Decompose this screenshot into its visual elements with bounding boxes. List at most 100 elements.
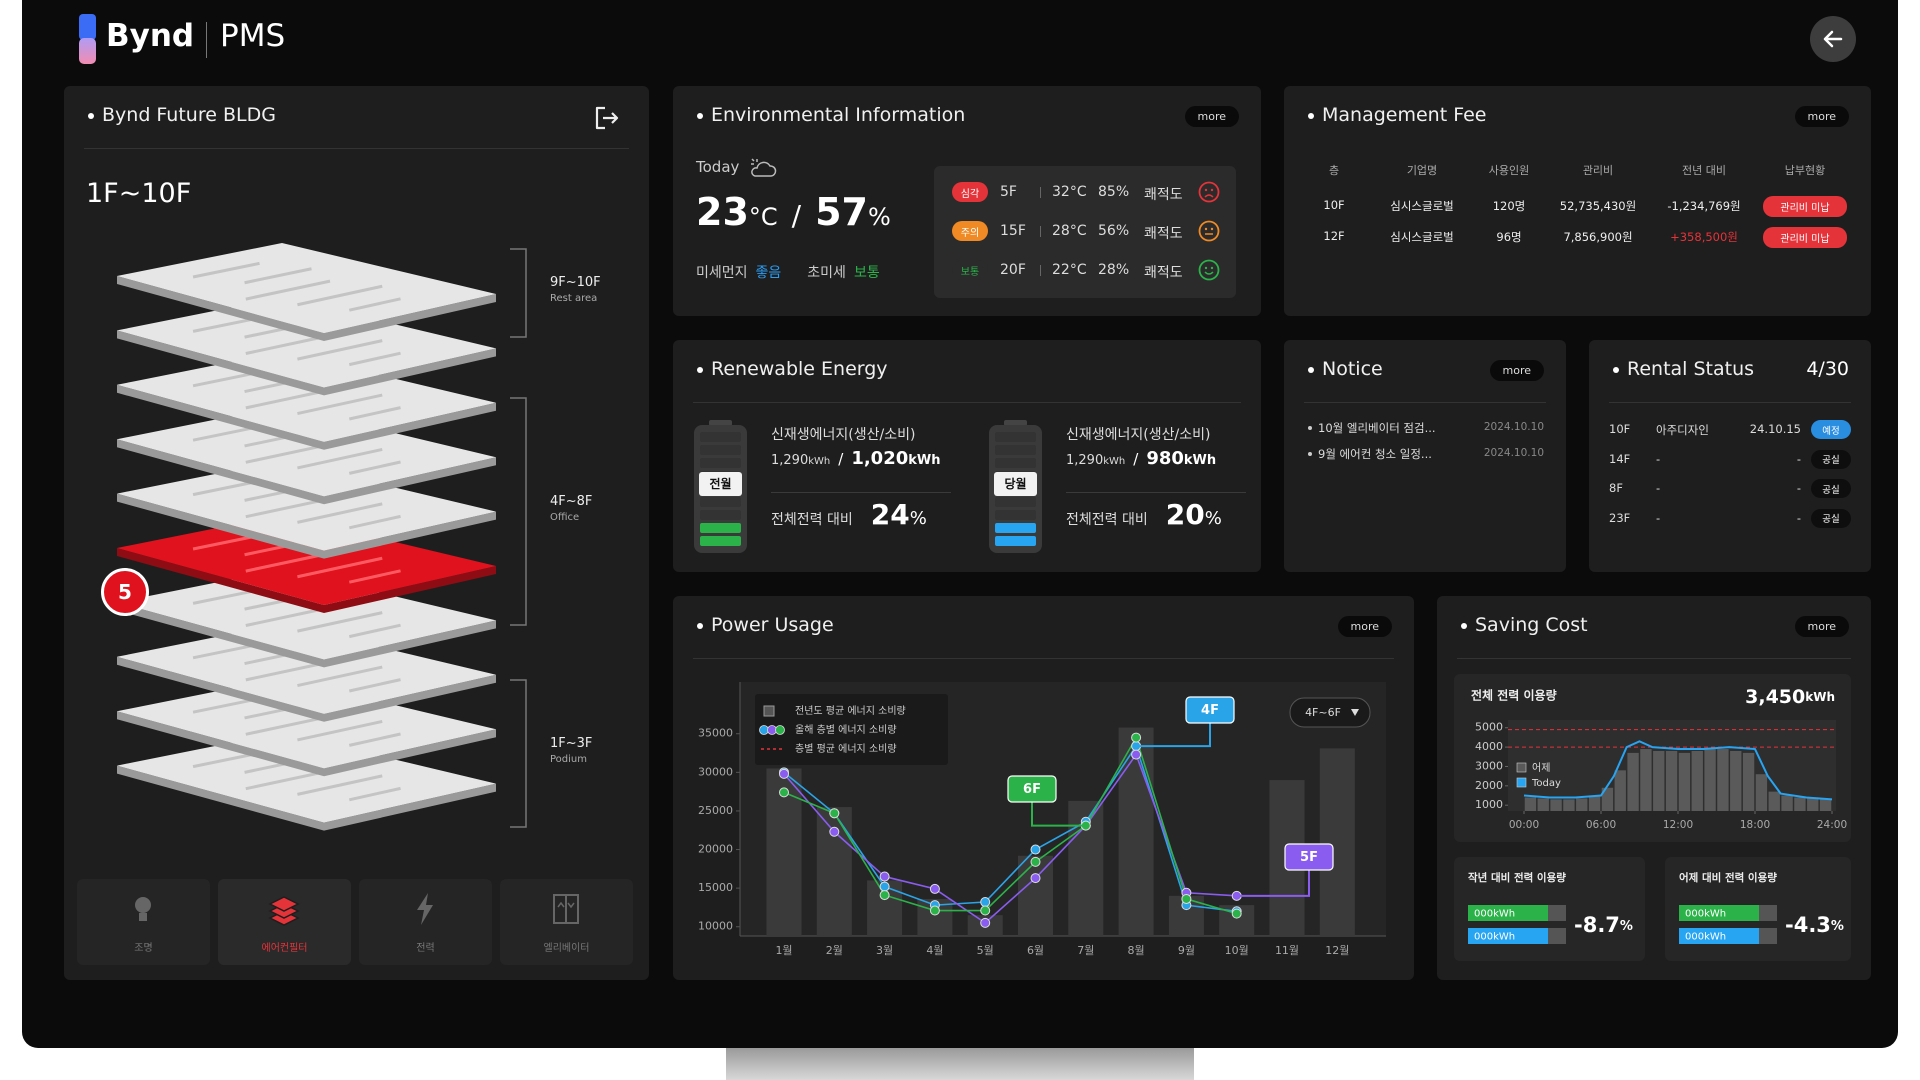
callout	[1284, 843, 1334, 871]
wall	[297, 719, 383, 742]
floor-temperature: 32°C	[1052, 184, 1087, 200]
slab	[117, 623, 496, 714]
unit: kWh	[1183, 453, 1217, 468]
slab	[117, 732, 496, 823]
callout-connector	[1136, 723, 1211, 748]
wall	[297, 774, 383, 796]
bar	[1537, 798, 1549, 811]
tab[interactable]: 조명	[77, 879, 210, 965]
period-badge	[994, 472, 1037, 496]
column-header: 층	[1328, 164, 1340, 177]
cell: 12F	[1323, 229, 1345, 243]
tab[interactable]: 엘리베이터	[500, 879, 633, 965]
share: 20	[1165, 498, 1205, 531]
more-button[interactable]: more	[1794, 106, 1849, 127]
zone-use: Podium	[550, 753, 587, 765]
battery-level	[995, 523, 1036, 533]
slab	[117, 515, 496, 605]
battery-cap	[1004, 420, 1027, 426]
panel-title: Bynd Future BLDG	[102, 104, 276, 126]
rental-status: 공실	[1811, 508, 1851, 528]
notice-text[interactable]: 9월 에어컨 청소 일정...	[1318, 447, 1432, 461]
rental-tenant: 아주디자인	[1656, 423, 1709, 437]
bar	[1678, 752, 1691, 811]
point	[980, 917, 991, 928]
x-tick-label: 9월	[1178, 944, 1195, 957]
cell: 심시스글로벌	[1390, 230, 1454, 244]
more-button[interactable]: more	[1489, 360, 1544, 381]
x-tick-label: 5월	[977, 944, 994, 957]
usage-total: 3,450kWh	[1745, 686, 1835, 708]
battery-level	[700, 523, 741, 533]
notice-text[interactable]: 10월 엘리베이터 점검...	[1318, 421, 1436, 435]
wall	[297, 393, 383, 416]
period-badge	[699, 472, 742, 496]
unit: kWh	[808, 456, 831, 467]
divider	[1457, 658, 1851, 659]
wall	[245, 279, 331, 301]
battery-level	[995, 536, 1036, 546]
environment-panel: Environmental Information more Today 23 °C…	[673, 86, 1261, 316]
dust-row: 미세먼지 좋음 초미세 보통	[696, 262, 880, 282]
column-header: 기업명	[1406, 164, 1438, 177]
cell: 심시스글로벌	[1390, 199, 1454, 213]
bar	[1653, 750, 1665, 811]
wall	[297, 611, 383, 633]
x-tick-label: 3월	[876, 944, 893, 957]
bar	[1588, 795, 1601, 811]
y-tick-label: 35000	[698, 727, 733, 740]
x-tick-label: 1월	[775, 944, 792, 957]
point	[980, 905, 991, 916]
bar	[1018, 855, 1053, 936]
floor-humidity: 56%	[1098, 223, 1130, 239]
exit-icon[interactable]	[592, 104, 620, 132]
floor-climate-box: 심각 5F 32°C 85% 쾌적도 주의 15F 28°C 56% 쾌적도 보통 20F 22°C 28…	[934, 166, 1236, 298]
bullet	[1613, 367, 1619, 373]
floor-humidity: 28%	[1098, 262, 1130, 278]
energy-values: 1,290 kWh/980 kWh	[1066, 448, 1216, 469]
column-header: 납부현황	[1784, 164, 1826, 177]
y-tick-label: 3000	[1475, 759, 1503, 772]
bar	[1550, 799, 1562, 811]
slab	[117, 569, 496, 660]
bar	[1601, 787, 1614, 811]
icon	[557, 901, 575, 909]
period-label: 당월	[1004, 476, 1026, 491]
slab	[117, 351, 496, 442]
back-button[interactable]	[1810, 16, 1856, 62]
column-header: 사용인원	[1488, 164, 1530, 177]
filter-dropdown[interactable]	[1289, 697, 1371, 728]
point	[1131, 749, 1142, 760]
unit: %	[1831, 919, 1844, 934]
more-button[interactable]: more	[1794, 616, 1849, 637]
rental-date: -	[1796, 510, 1801, 525]
bar	[816, 807, 852, 936]
more-button[interactable]: more	[1184, 106, 1239, 127]
share-unit: %	[1204, 508, 1222, 529]
divider	[693, 658, 1394, 659]
building-panel: Bynd Future BLDG 1F~10F 9F~10F Rest area 4…	[64, 86, 649, 980]
x-tick-label: 06:00	[1586, 819, 1616, 831]
eye	[1204, 188, 1208, 192]
y-tick-label: 5000	[1475, 721, 1503, 734]
tab[interactable]: 에어컨필터	[218, 879, 351, 965]
share: 24	[870, 498, 910, 531]
today-line	[1523, 740, 1833, 801]
bar-fill	[1679, 905, 1759, 921]
comfort-icon	[1198, 181, 1220, 203]
y-tick-label: 25000	[698, 804, 733, 817]
legend-swatch	[1516, 762, 1527, 773]
rental-tenant: -	[1656, 481, 1661, 495]
floor-range: 1F~10F	[86, 178, 192, 209]
point	[779, 787, 789, 798]
bullet	[1308, 426, 1312, 430]
bar	[1781, 795, 1793, 811]
bar-label: 000kWh	[1474, 909, 1515, 920]
tab[interactable]: 전력	[359, 879, 492, 965]
brand-divider	[206, 22, 207, 58]
wall	[348, 351, 401, 367]
more-button[interactable]: more	[1337, 616, 1392, 637]
sun-rays	[751, 158, 758, 165]
separator-line	[1040, 226, 1041, 237]
x-tick-label: 4월	[926, 944, 943, 957]
